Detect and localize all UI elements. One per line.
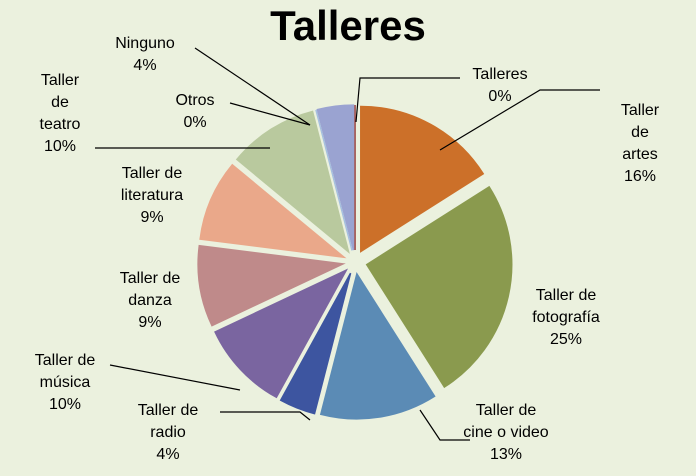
value-label: 10% xyxy=(40,136,81,158)
value-label: 0% xyxy=(175,112,214,134)
category-label: Otros xyxy=(175,90,214,112)
leader-line xyxy=(110,365,240,390)
category-label: Talleres xyxy=(472,64,527,86)
category-label: Ninguno xyxy=(115,33,175,55)
category-label: Taller de danza xyxy=(120,268,180,312)
category-label: Taller de cine o video xyxy=(463,400,548,444)
category-label: Taller de radio xyxy=(138,400,198,444)
category-label: Taller de música xyxy=(35,350,95,394)
value-label: 16% xyxy=(612,166,668,188)
category-label: Taller de artes xyxy=(612,100,668,166)
value-label: 13% xyxy=(463,444,548,466)
category-label: Taller de literatura xyxy=(121,163,183,207)
chart-title: Talleres xyxy=(0,2,696,50)
value-label: 9% xyxy=(120,312,180,334)
leader-line xyxy=(220,412,310,420)
category-label: Taller de teatro xyxy=(40,70,81,136)
value-label: 10% xyxy=(35,394,95,416)
value-label: 9% xyxy=(121,207,183,229)
pie-area xyxy=(0,0,696,476)
value-label: 4% xyxy=(138,444,198,466)
value-label: 4% xyxy=(115,55,175,77)
value-label: 25% xyxy=(532,329,600,351)
leader-line xyxy=(230,103,310,125)
chart: Talleres Talleres0%Taller de artes16%Tal… xyxy=(0,0,696,476)
category-label: Taller de fotografía xyxy=(532,285,600,329)
value-label: 0% xyxy=(472,86,527,108)
